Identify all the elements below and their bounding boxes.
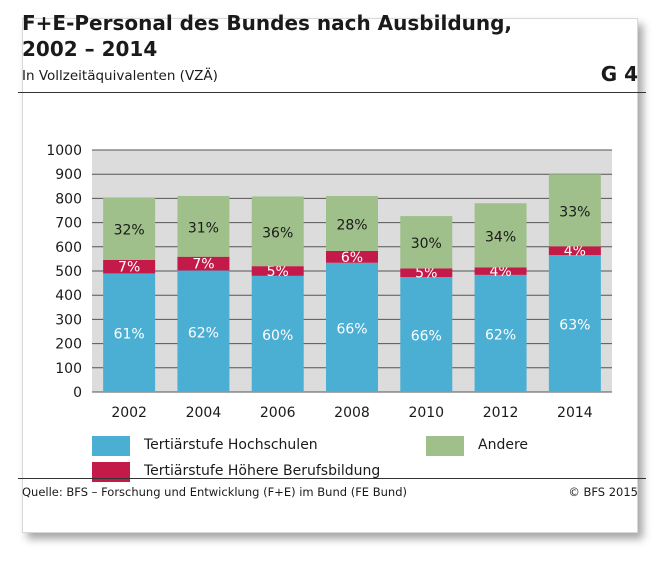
data-label-andere: 31% xyxy=(188,220,219,236)
bar-segment-hochschulen xyxy=(103,273,156,392)
chart-title: F+E-Personal des Bundes nach Ausbildung,… xyxy=(22,11,513,61)
y-tick-label: 1000 xyxy=(46,143,82,159)
x-tick-label: 2006 xyxy=(260,405,296,421)
data-label-hochschulen: 66% xyxy=(411,329,442,345)
data-label-berufsbildung: 5% xyxy=(267,264,289,280)
y-tick-label: 900 xyxy=(55,167,82,183)
y-tick-label: 300 xyxy=(55,312,82,328)
x-tick-label: 2014 xyxy=(557,405,593,421)
data-label-andere: 33% xyxy=(559,204,590,220)
x-tick-label: 2002 xyxy=(111,405,147,421)
bar-segment-hochschulen xyxy=(251,275,304,392)
bar-segment-andere xyxy=(548,174,601,247)
data-label-andere: 28% xyxy=(336,217,367,233)
data-label-andere: 30% xyxy=(411,236,442,252)
source-note: Quelle: BFS – Forschung und Entwicklung … xyxy=(22,485,407,499)
bar-segment-berufsbildung xyxy=(251,266,304,276)
legend-swatch-andere xyxy=(426,436,464,456)
bar-segment-hochschulen xyxy=(177,270,230,392)
bar-segment-hochschulen xyxy=(548,255,601,392)
data-label-berufsbildung: 6% xyxy=(341,250,363,266)
y-tick-label: 100 xyxy=(55,361,82,377)
data-label-berufsbildung: 7% xyxy=(118,260,140,276)
bar-segment-berufsbildung xyxy=(326,250,378,263)
y-tick-label: 200 xyxy=(55,337,82,353)
bar-segment-andere xyxy=(326,195,378,251)
y-tick-label: 0 xyxy=(73,385,82,401)
copyright-note: © BFS 2015 xyxy=(568,485,638,499)
x-tick-label: 2004 xyxy=(186,405,222,421)
footer-rule xyxy=(18,478,646,479)
bar-chart: 0 100 200 300 400 500 600 700 800 900 1000 61% 7% 32%… xyxy=(46,143,612,421)
data-label-andere: 32% xyxy=(114,223,145,239)
chart-subtitle: In Vollzeitäquivalenten (VZÄ) xyxy=(22,68,218,84)
legend-label-andere: Andere xyxy=(478,437,529,453)
bar-segment-andere xyxy=(474,203,527,268)
bar-segment-hochschulen xyxy=(400,277,453,392)
y-tick-label: 700 xyxy=(55,216,82,232)
bar-segment-andere xyxy=(400,216,453,269)
data-label-hochschulen: 60% xyxy=(262,328,293,344)
legend-label-hochschulen: Tertiärstufe Hochschulen xyxy=(144,437,318,453)
bar-segment-berufsbildung xyxy=(548,246,601,256)
x-tick-label: 2012 xyxy=(483,405,519,421)
bar-segment-berufsbildung xyxy=(474,267,527,275)
data-label-hochschulen: 66% xyxy=(336,321,367,337)
bar-segment-andere xyxy=(177,195,230,257)
data-label-hochschulen: 62% xyxy=(188,325,219,341)
data-label-berufsbildung: 7% xyxy=(192,257,214,273)
data-label-andere: 34% xyxy=(485,229,516,245)
data-label-hochschulen: 62% xyxy=(485,327,516,343)
y-tick-label: 400 xyxy=(55,288,82,304)
bar-segment-hochschulen xyxy=(326,262,378,392)
x-tick-label: 2008 xyxy=(334,405,370,421)
bar-segment-berufsbildung xyxy=(177,256,230,271)
y-tick-label: 500 xyxy=(55,264,82,280)
data-label-berufsbildung: 4% xyxy=(489,264,511,280)
bar-segment-andere xyxy=(251,196,304,267)
graphic-id: G 4 xyxy=(600,62,638,86)
x-tick-label: 2010 xyxy=(408,405,444,421)
data-label-hochschulen: 61% xyxy=(114,327,145,343)
legend-swatch-berufsbildung xyxy=(92,462,130,482)
legend-swatch-hochschulen xyxy=(92,436,130,456)
header-rule xyxy=(18,92,646,93)
legend-label-berufsbildung: Tertiärstufe Höhere Berufsbildung xyxy=(144,463,381,479)
data-label-andere: 36% xyxy=(262,225,293,241)
data-label-berufsbildung: 5% xyxy=(415,266,437,282)
y-tick-label: 800 xyxy=(55,191,82,207)
bar-segment-berufsbildung xyxy=(103,259,156,274)
data-label-berufsbildung: 4% xyxy=(564,244,586,260)
y-tick-label: 600 xyxy=(55,240,82,256)
bar-segment-andere xyxy=(103,197,156,260)
data-label-hochschulen: 63% xyxy=(559,318,590,334)
bar-segment-berufsbildung xyxy=(400,268,453,278)
bar-segment-hochschulen xyxy=(474,274,527,392)
